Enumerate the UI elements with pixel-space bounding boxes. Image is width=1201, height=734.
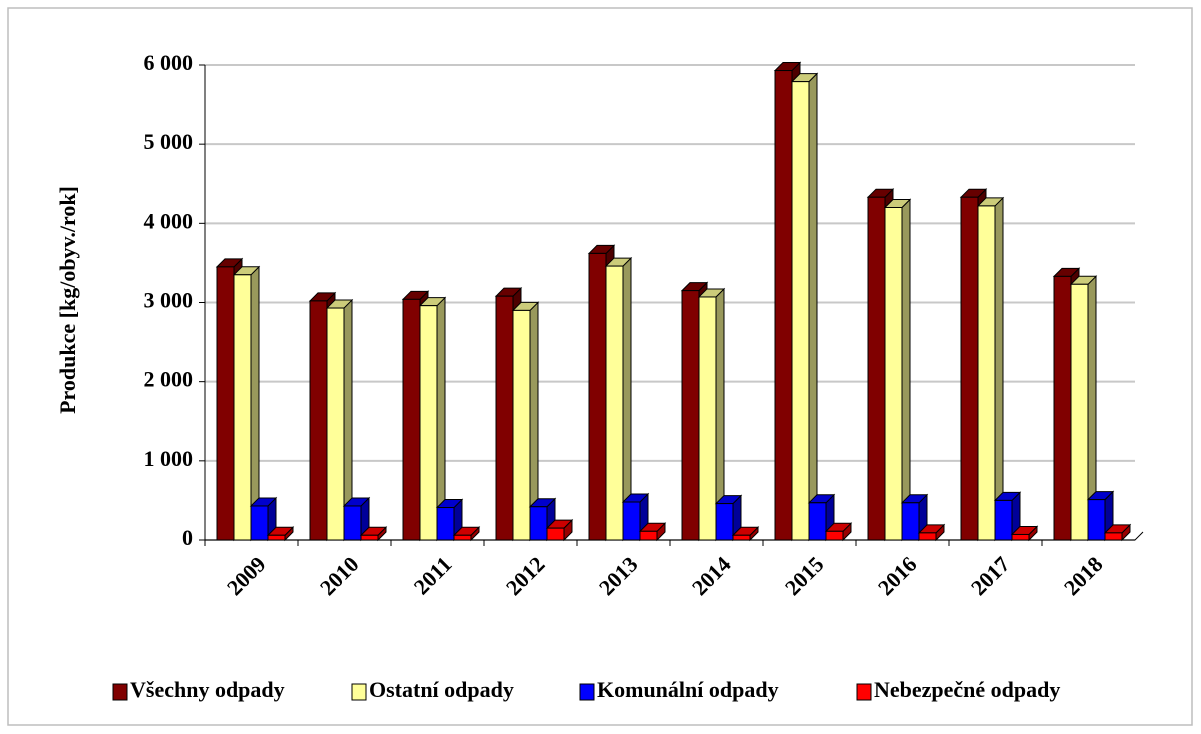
bar-front [715, 503, 734, 541]
bar-front [1070, 283, 1089, 541]
legend-swatch [351, 683, 367, 701]
legend-label: Všechny odpady [130, 677, 285, 702]
bar-front [808, 502, 827, 541]
bar-side [901, 198, 911, 542]
bar [917, 523, 946, 542]
bar-front [1087, 499, 1106, 541]
legend-swatch [112, 683, 128, 701]
bar-front [994, 499, 1013, 541]
bar-front [402, 298, 421, 541]
y-tick-label: 6 000 [144, 50, 194, 75]
bar-front [825, 530, 844, 541]
bar-front [588, 252, 607, 541]
bar-front [681, 290, 700, 541]
bar [232, 265, 261, 542]
y-tick-label: 3 000 [144, 288, 194, 313]
bar-front [250, 505, 269, 541]
y-tick-label: 4 000 [144, 208, 194, 233]
bar-front [1053, 275, 1072, 541]
bar-front [1011, 533, 1030, 541]
bar-front [495, 295, 514, 541]
bar [976, 196, 1005, 542]
y-tick-label: 2 000 [144, 367, 194, 392]
bar [418, 296, 447, 542]
bar-front [512, 309, 531, 541]
bar [697, 287, 726, 542]
legend-label: Nebezpečné odpady [874, 677, 1060, 702]
bar [325, 298, 354, 542]
bar [883, 198, 912, 542]
bar-front [622, 501, 641, 541]
bar-front [901, 502, 920, 541]
y-axis-label: Produkce [kg/obyv./rok] [55, 186, 80, 414]
bar [824, 522, 853, 542]
bar-front [639, 530, 658, 541]
bar-front [436, 507, 455, 541]
legend-swatch [579, 683, 595, 701]
bar [359, 526, 388, 542]
bar-front [529, 506, 548, 541]
bar-front [546, 527, 565, 541]
bar-front [918, 532, 937, 541]
bar-front [453, 534, 472, 541]
bar-front [977, 205, 996, 541]
bar [621, 492, 650, 542]
legend-label: Komunální odpady [597, 677, 779, 702]
bar-front [360, 534, 379, 541]
bar-front [960, 196, 979, 541]
legend-swatch [856, 683, 872, 701]
legend-label: Ostatní odpady [369, 677, 514, 702]
bar-front [233, 274, 252, 541]
bar-front [343, 505, 362, 541]
bar [342, 496, 371, 542]
y-tick-label: 0 [182, 525, 193, 550]
bar-side [808, 72, 818, 542]
bar [1010, 525, 1039, 542]
bar [790, 72, 819, 542]
bar-front [605, 265, 624, 541]
bar-front [732, 534, 751, 541]
bar-front [216, 266, 235, 541]
bar-front [267, 534, 286, 541]
bar-front [698, 296, 717, 541]
bar-side [994, 196, 1004, 542]
bar [993, 491, 1022, 542]
bar-front [1104, 532, 1123, 541]
bar-front [774, 70, 793, 541]
bar-front [326, 307, 345, 541]
bar [266, 526, 295, 542]
bar [731, 526, 760, 542]
bar-front [309, 300, 328, 541]
bar-front [884, 207, 903, 541]
bar [1069, 275, 1098, 542]
bar [452, 526, 481, 542]
bar-front [419, 305, 438, 541]
bar-front [867, 196, 886, 541]
bar [1086, 490, 1115, 542]
bar [638, 522, 667, 542]
y-tick-label: 5 000 [144, 129, 194, 154]
bar [1103, 523, 1132, 542]
bar [604, 256, 633, 542]
bar [545, 518, 574, 542]
y-tick-label: 1 000 [144, 446, 194, 471]
bar-front [791, 81, 810, 541]
